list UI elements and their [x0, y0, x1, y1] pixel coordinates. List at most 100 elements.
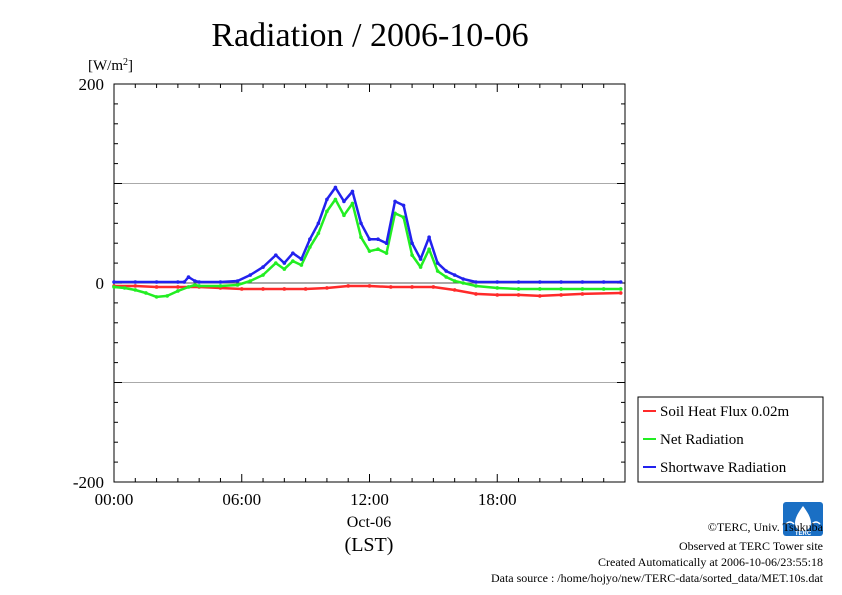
data-point — [401, 203, 406, 208]
data-point — [401, 215, 406, 220]
data-point — [218, 280, 223, 284]
legend-label-soil-heat-flux: Soil Heat Flux 0.02m — [660, 404, 790, 420]
data-point — [342, 213, 346, 218]
data-point — [559, 287, 563, 291]
data-point — [393, 199, 397, 204]
data-point — [218, 284, 223, 288]
data-point — [367, 249, 372, 253]
data-point — [197, 284, 201, 288]
data-point — [410, 241, 414, 245]
data-point — [601, 287, 606, 291]
data-point — [618, 280, 623, 284]
copyright-text: ©TERC, Univ. Tsukuba — [708, 520, 824, 534]
data-point — [350, 201, 355, 206]
data-point — [452, 279, 457, 283]
data-point — [291, 251, 295, 255]
data-point — [154, 295, 159, 299]
data-point — [342, 199, 346, 204]
source-text: Data source : /home/hojyo/new/TERC-data/… — [491, 571, 824, 585]
x-tick-label: 00:00 — [95, 490, 134, 509]
data-point — [538, 294, 542, 298]
legend-label-shortwave-radiation: Shortwave Radiation — [660, 460, 787, 476]
data-point — [350, 189, 355, 194]
data-point — [282, 267, 287, 271]
data-point — [248, 273, 253, 277]
x-axis-date-label: Oct-06 — [347, 514, 391, 531]
data-point — [182, 280, 187, 284]
data-point — [376, 237, 380, 242]
data-point — [282, 287, 287, 291]
data-point — [346, 284, 351, 288]
legend-label-net-radiation: Net Radiation — [660, 432, 744, 448]
data-point — [282, 261, 287, 265]
data-point — [154, 285, 159, 289]
data-point — [618, 291, 623, 295]
data-point — [495, 286, 500, 290]
data-point — [559, 293, 563, 297]
data-point — [176, 285, 180, 289]
data-point — [154, 280, 159, 284]
data-point — [274, 261, 278, 265]
data-point — [474, 284, 478, 288]
data-point — [516, 293, 521, 297]
data-point — [333, 185, 338, 190]
data-point — [165, 294, 170, 298]
data-point — [516, 280, 521, 284]
data-point — [235, 283, 240, 287]
x-axis-timezone-label: (LST) — [345, 534, 394, 556]
data-point — [580, 287, 585, 291]
x-tick-label: 18:00 — [478, 490, 517, 509]
series-line-soil-heat-flux-0-02m — [114, 284, 621, 298]
data-point — [474, 292, 478, 296]
data-point — [538, 280, 542, 284]
data-point — [325, 197, 329, 202]
data-point — [239, 287, 244, 291]
data-point — [193, 283, 197, 287]
data-point — [186, 285, 191, 289]
created-text: Created Automatically at 2006-10-06/23:5… — [598, 555, 823, 569]
data-point — [516, 287, 521, 291]
legend: Soil Heat Flux 0.02m Net Radiation Short… — [637, 396, 824, 483]
data-point — [474, 280, 478, 284]
data-point — [291, 259, 295, 263]
data-point — [186, 275, 191, 279]
data-point — [444, 269, 448, 273]
legend-box — [637, 396, 824, 483]
data-point — [495, 293, 500, 297]
x-tick-label: 12:00 — [350, 490, 389, 509]
data-point — [384, 241, 389, 245]
data-point — [197, 280, 201, 284]
data-point — [435, 261, 440, 265]
data-point — [410, 285, 414, 289]
data-point — [452, 288, 457, 292]
data-point — [144, 291, 148, 295]
data-point — [308, 237, 312, 242]
data-point — [427, 247, 431, 251]
terc-logo: TERC — [783, 502, 823, 537]
data-point — [495, 280, 500, 284]
data-point — [461, 277, 465, 281]
data-point — [248, 279, 253, 283]
wave-icon — [785, 521, 821, 525]
data-point — [618, 287, 623, 291]
data-point — [427, 235, 431, 240]
data-point — [299, 263, 304, 267]
data-point — [393, 211, 397, 216]
data-point — [274, 253, 278, 257]
data-point — [376, 247, 380, 251]
data-point — [235, 279, 240, 283]
data-point — [261, 273, 265, 277]
data-point — [359, 221, 363, 226]
data-point — [133, 288, 138, 292]
data-point — [325, 286, 329, 290]
data-point — [261, 265, 265, 269]
data-point — [261, 287, 265, 291]
logo-text: TERC — [795, 531, 812, 537]
data-point — [410, 253, 414, 257]
data-point — [112, 285, 116, 289]
y-tick-label: 200 — [79, 75, 105, 94]
data-point — [435, 269, 440, 273]
data-point — [176, 280, 180, 284]
data-point — [325, 209, 329, 214]
data-point — [122, 286, 127, 290]
